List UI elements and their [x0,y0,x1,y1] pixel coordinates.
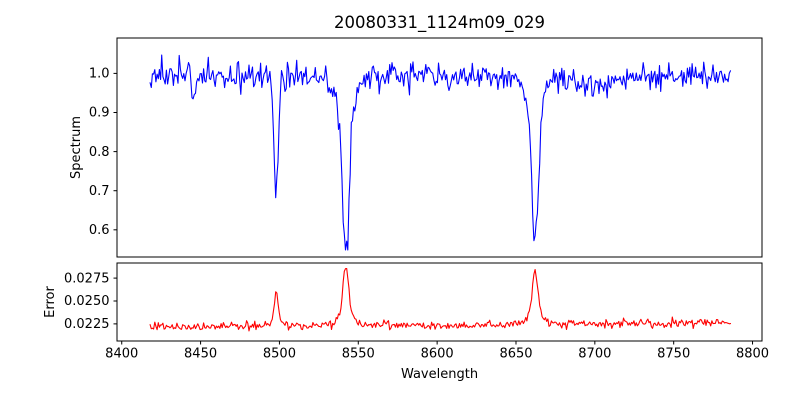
x-tick-label: 8700 [578,347,611,362]
y-tick-label: 0.9 [89,106,110,121]
spectrum-line [149,54,732,251]
y-tick-label: 0.8 [89,145,110,160]
y-tick-label: 0.0275 [64,271,110,286]
spectrum-axes [116,37,763,258]
x-axis-label: Wavelength [401,367,478,382]
y-tick-label: 0.7 [89,184,110,199]
x-tick-label: 8600 [421,347,454,362]
error-y-axis-label: Error [43,286,58,318]
error-line [149,267,732,332]
x-tick-label: 8800 [736,347,769,362]
x-tick-label: 8450 [184,347,217,362]
y-tick-label: 0.6 [89,223,110,238]
x-tick-label: 8550 [342,347,375,362]
y-tick-label: 1.0 [89,67,110,82]
chart-built-content: 8400 8450 8500 8550 8600 8650 8700 8750 8800 0.6 0… [64,54,769,362]
x-tick-label: 8500 [263,347,296,362]
error-axes [116,262,763,342]
x-tick-label: 8400 [105,347,138,362]
y-tick-label: 0.0250 [64,294,110,309]
x-tick-label: 8650 [499,347,532,362]
x-tick-label: 8750 [657,347,690,362]
y-tick-label: 0.0225 [64,317,110,332]
spectrum-y-axis-label: Spectrum [69,116,84,179]
chart-title: 20080331_1124m09_029 [334,13,545,33]
